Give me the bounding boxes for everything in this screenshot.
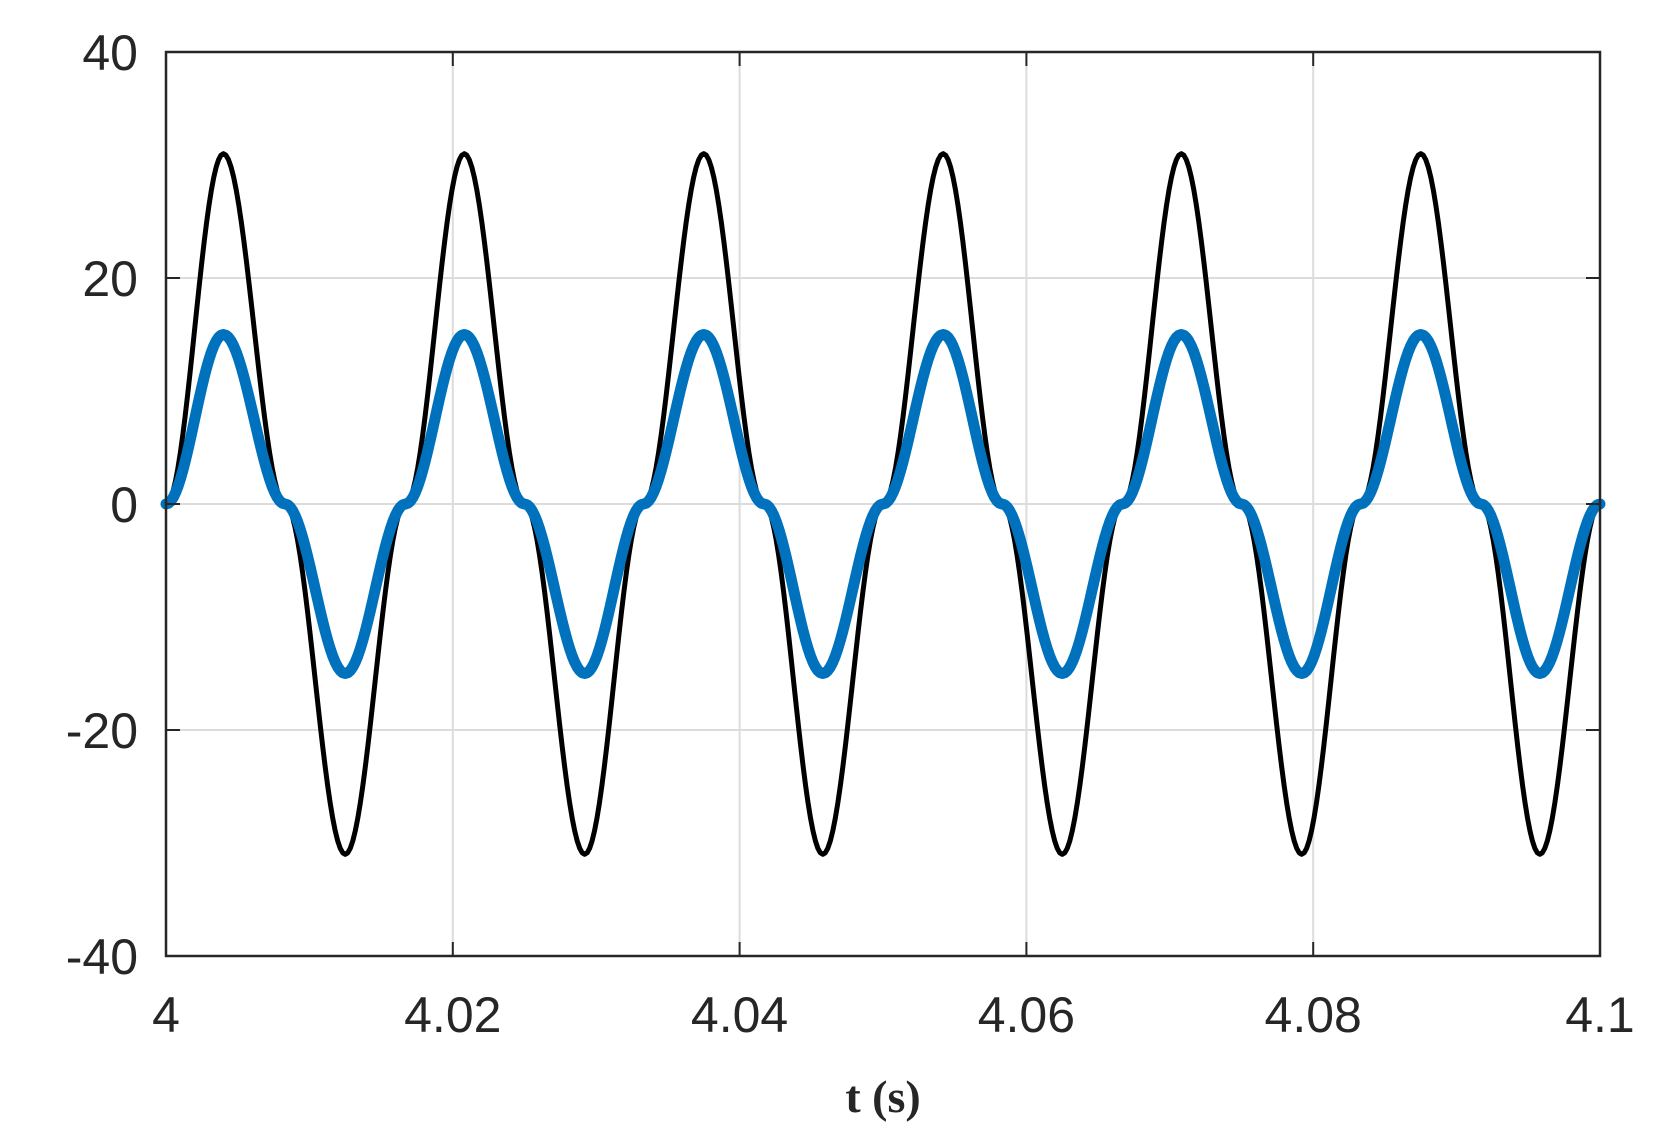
x-axis-title: t (s) [845,1071,920,1122]
y-tick-label: 40 [82,25,138,81]
tick-marks [165,51,1601,957]
x-tick-label: 4.04 [691,987,788,1043]
y-tick-labels: 40 20 0 -20 -40 [66,25,138,985]
x-tick-label: 4.02 [404,987,501,1043]
series-layer [160,151,1606,857]
x-tick-label: 4.08 [1265,987,1362,1043]
x-tick-labels: 4 4.02 4.04 4.06 4.08 4.1 [152,987,1635,1043]
series-blue-line [160,329,1606,679]
y-tick-label: -40 [66,929,138,985]
x-tick-label: 4 [152,987,180,1043]
y-tick-label: 0 [110,477,138,533]
x-tick-label: 4.06 [978,987,1075,1043]
y-tick-label: 20 [82,251,138,307]
x-tick-label: 4.1 [1565,987,1635,1043]
y-tick-label: -20 [66,703,138,759]
